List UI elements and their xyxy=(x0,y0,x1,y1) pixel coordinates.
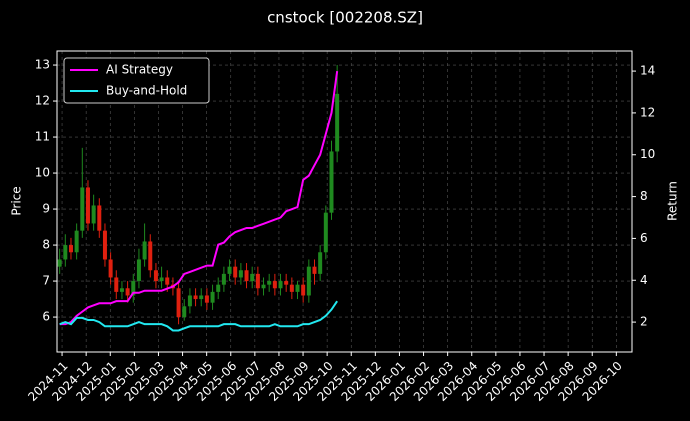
candle-body xyxy=(57,259,62,267)
candle-body xyxy=(85,187,90,224)
candle-body xyxy=(306,266,311,296)
candle-body xyxy=(187,295,192,307)
candle-body xyxy=(216,284,221,292)
candle-body xyxy=(199,295,204,300)
candle-body xyxy=(335,93,340,152)
chart-title: cnstock [002208.SZ] xyxy=(267,9,423,27)
candle-body xyxy=(238,270,243,278)
candle-body xyxy=(227,266,232,274)
y2-tick-label: 12 xyxy=(640,105,655,119)
candle-body xyxy=(244,270,249,282)
candle-body xyxy=(80,187,85,231)
candle-body xyxy=(165,277,170,285)
candle-body xyxy=(74,230,79,253)
legend: AI Strategy Buy-and-Hold xyxy=(63,57,210,104)
y-tick-label: 9 xyxy=(42,202,50,216)
y2-tick-label: 10 xyxy=(640,147,655,161)
candle-body xyxy=(272,281,277,289)
candle-body xyxy=(114,277,119,292)
y-tick-label: 10 xyxy=(35,166,50,180)
candles xyxy=(57,65,340,325)
candle-body xyxy=(250,273,255,282)
plot-frame xyxy=(56,50,633,353)
y2-tick-label: 4 xyxy=(640,273,648,287)
legend-box xyxy=(63,57,210,104)
y-tick-label: 11 xyxy=(35,130,50,144)
candle-body xyxy=(193,295,198,300)
y-tick-label: 8 xyxy=(42,238,50,252)
y-tick-label: 13 xyxy=(35,58,50,72)
legend-label: AI Strategy xyxy=(106,63,173,77)
candle-body xyxy=(142,241,147,260)
candle-body xyxy=(102,230,107,260)
y2-tick-label: 6 xyxy=(640,231,648,245)
candle-body xyxy=(267,281,272,285)
y2-tick-label: 8 xyxy=(640,189,648,203)
y-axis-label: Price xyxy=(10,186,24,215)
candle-body xyxy=(68,245,73,253)
candle-body xyxy=(255,273,260,289)
candle-body xyxy=(119,288,124,292)
candle-body xyxy=(125,288,130,296)
legend-label: Buy-and-Hold xyxy=(106,84,187,98)
line-series xyxy=(59,300,338,332)
candle-body xyxy=(148,241,153,271)
y2-axis-label: Return xyxy=(666,181,680,221)
y2-tick-label: 2 xyxy=(640,315,648,329)
candle-body xyxy=(97,205,102,231)
line-series xyxy=(59,70,339,326)
candle-body xyxy=(323,212,328,253)
candle-body xyxy=(295,284,300,292)
y2-tick-label: 14 xyxy=(640,64,655,78)
candle-body xyxy=(329,151,334,213)
candle-body xyxy=(131,281,136,296)
candle-body xyxy=(159,277,164,282)
candle-body xyxy=(210,291,215,303)
candle-body xyxy=(204,295,209,303)
y-tick-label: 12 xyxy=(35,94,50,108)
candle-body xyxy=(91,205,96,224)
candle-body xyxy=(108,259,113,278)
candle-body xyxy=(289,284,294,292)
candle-body xyxy=(153,270,158,282)
candle-body xyxy=(136,259,141,282)
candle-body xyxy=(221,273,226,285)
candle-body xyxy=(182,306,187,318)
candle-body xyxy=(233,266,238,278)
candle-body xyxy=(318,252,323,274)
candle-body xyxy=(301,284,306,296)
y-tick-label: 6 xyxy=(42,310,50,324)
candle-body xyxy=(261,284,266,289)
candle-body xyxy=(278,281,283,289)
candle-body xyxy=(176,288,181,318)
candle-body xyxy=(284,281,289,285)
y-tick-label: 7 xyxy=(42,274,50,288)
candle-body xyxy=(63,245,68,260)
candle-body xyxy=(312,266,317,274)
